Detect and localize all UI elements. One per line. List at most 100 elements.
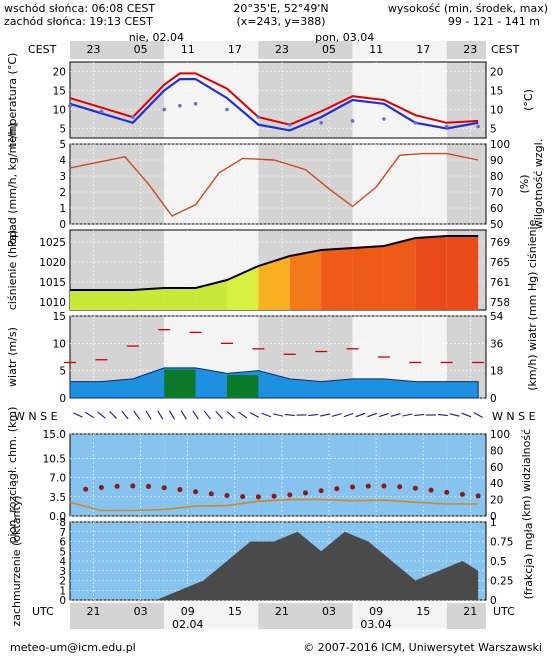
band-cloudbase (446, 434, 486, 516)
ytick-right-precip: 70 (490, 187, 503, 199)
ytick-left-temperature: 5 (59, 124, 66, 136)
temp-label-left: temperatura (°C) (6, 53, 19, 148)
wind-arrow (273, 413, 283, 417)
bottom-tick-label: 09 (181, 605, 195, 618)
ytick-left-cloudbase: 7.0 (49, 473, 66, 485)
ytick-right-clouds: 0.5 (490, 556, 507, 568)
wind-arrow (238, 411, 248, 419)
pressure-area-segment (415, 236, 447, 310)
ytick-right-cloudbase: 60 (490, 462, 503, 474)
ytick-right-wind: 36 (490, 338, 504, 350)
ytick-left-cloudbase: 3.5 (49, 492, 66, 504)
band-precip (446, 144, 486, 224)
ytick-left-clouds: 5 (59, 546, 66, 558)
coords-text: 20°35'E, 52°49'N (233, 2, 328, 15)
ytick-left-clouds: 7 (59, 527, 66, 539)
top-tz-left: CEST (28, 43, 57, 56)
ytick-right-precip: 80 (490, 171, 503, 183)
cloud-top-dot (83, 486, 89, 492)
top-tick-label: 17 (228, 43, 242, 56)
elevation-values: 99 - 121 - 141 m (448, 15, 540, 28)
wind-arrow (379, 412, 389, 418)
ytick-right-temperature: 10 (490, 105, 503, 117)
wind-strong-block (164, 369, 196, 398)
band-bottom (352, 603, 447, 629)
wind-arrow (343, 412, 354, 418)
ytick-left-temperature: 15 (53, 86, 66, 98)
day-label: pon, 03.04 (315, 31, 374, 44)
wind-arrow (180, 410, 187, 420)
wind-arrow (390, 413, 401, 417)
wind-arrow (473, 412, 483, 418)
wind-arrow (169, 410, 176, 420)
pressure-line (70, 235, 479, 291)
cloud-top-dot (318, 488, 324, 494)
ytick-left-precip: 3 (59, 171, 66, 183)
wind-arrow (133, 410, 141, 420)
ytick-right-temperature: 5 (490, 124, 497, 136)
wind-arrow (367, 412, 378, 418)
pressure-area-segment (164, 288, 196, 310)
wind-arrow (85, 411, 95, 419)
ytick-left-pressure: 1020 (39, 257, 66, 269)
cloud-top-dot (350, 484, 356, 490)
dewpoint-dot (193, 102, 198, 106)
dewpoint-dot (99, 109, 104, 114)
cloud-top-dot (428, 487, 434, 493)
band-bottom (446, 603, 486, 629)
band-top (446, 41, 486, 59)
wind-arrow (308, 413, 319, 417)
ytick-left-precip: 1 (59, 203, 66, 215)
bottom-tz-left: UTC (32, 605, 54, 618)
elevation-label: wysokość (min, środek, max) (388, 2, 548, 15)
pressure-label-left: ciśnienie (hPa) (6, 230, 19, 310)
ytick-left-clouds: 6 (59, 537, 66, 549)
humidity-unit-label: (%) (518, 174, 531, 193)
top-tick-label: 23 (275, 43, 289, 56)
wind-arrow (261, 412, 272, 418)
top-tick-label: 11 (369, 43, 383, 56)
wind-arrow (97, 411, 106, 419)
wind-arrow (192, 410, 199, 420)
top-tz-right: CEST (491, 43, 520, 56)
wind-arrow (226, 411, 235, 419)
band-top (164, 41, 259, 59)
ytick-left-cloudbase: 10.5 (43, 454, 66, 466)
ytick-left-pressure: 1010 (39, 297, 66, 309)
cloud-top-dot (177, 487, 183, 493)
bottom-tz-right: UTC (493, 605, 515, 618)
ytick-left-clouds: 2 (59, 576, 66, 588)
ytick-right-cloudbase: 0 (490, 511, 497, 523)
pressure-area-segment (132, 288, 165, 310)
wind-label-right: (km/h) wiatr (526, 323, 539, 391)
bottom-tick-label: 21 (87, 605, 101, 618)
band-bottom (70, 603, 165, 629)
pressure-area-segment (258, 256, 290, 310)
footer-email[interactable]: meteo-um@icm.edu.pl (10, 641, 136, 654)
ytick-right-wind: 18 (490, 366, 503, 378)
wind-arrow (437, 413, 448, 417)
wind-dir-label-left: W N S E (14, 410, 58, 423)
ytick-left-precip: 2 (59, 187, 66, 199)
wind-arrow (215, 410, 223, 420)
footer-copyright: © 2007-2016 ICM, Uniwersytet Warszawski (303, 641, 542, 654)
ytick-right-precip: 50 (490, 219, 503, 231)
ytick-left-cloudbase: 15.0 (43, 429, 66, 441)
wind-dir-label-right: W N S E (492, 410, 536, 423)
wind-arrow (449, 413, 460, 417)
cloud-top-dot (208, 491, 214, 497)
bottom-tick-label: 09 (369, 605, 383, 618)
cloud-top-dot (381, 483, 387, 489)
ytick-left-wind: 15 (53, 311, 66, 323)
ytick-right-cloudbase: 80 (490, 445, 503, 457)
cloud-top-dot (98, 484, 104, 490)
ytick-left-pressure: 1015 (39, 277, 66, 289)
ytick-right-pressure: 769 (490, 237, 510, 249)
pressure-area-segment (383, 238, 416, 310)
top-tick-label: 23 (463, 43, 477, 56)
dewpoint-dot (178, 103, 182, 108)
ytick-left-clouds: 4 (59, 556, 66, 568)
wind-arrow (203, 410, 211, 420)
band-bottom (258, 603, 353, 629)
